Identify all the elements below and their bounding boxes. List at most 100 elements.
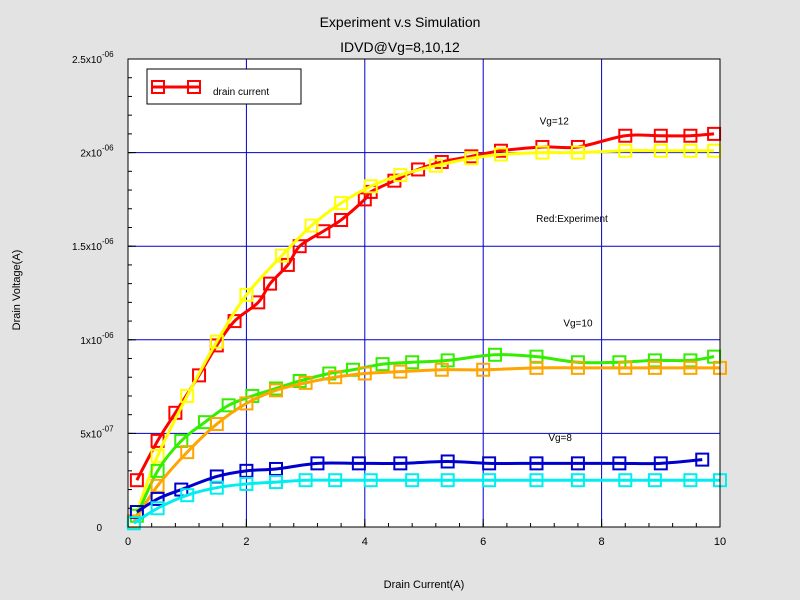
y-tick-exponent: -06 (102, 331, 114, 340)
data-point-marker (180, 388, 195, 403)
x-tick-label: 4 (362, 536, 368, 548)
data-point-marker (150, 501, 165, 516)
data-point-marker (351, 456, 366, 471)
data-point-marker (440, 473, 455, 488)
chart-annotation: Vg=8 (548, 433, 572, 444)
legend: drain current (146, 68, 302, 105)
data-point-marker (269, 475, 283, 490)
y-tick-exponent: -06 (102, 237, 114, 246)
data-point-marker (274, 248, 289, 263)
data-point-marker (695, 452, 710, 467)
y-tick-exponent: -06 (102, 144, 114, 153)
data-point-marker (482, 473, 497, 488)
y-tick-label: 1.5x10 (72, 242, 102, 253)
data-point-marker (393, 364, 408, 379)
data-point-marker (570, 360, 585, 375)
data-point-marker (269, 383, 283, 398)
data-point-marker (129, 473, 144, 488)
data-point-marker (298, 375, 313, 390)
data-point-marker (180, 445, 195, 460)
data-point-marker (209, 334, 224, 349)
data-point-marker (405, 473, 420, 488)
series-line (136, 458, 703, 514)
data-point-marker (440, 454, 455, 469)
data-point-marker (292, 239, 307, 254)
series-5 (129, 452, 710, 520)
data-point-marker (464, 151, 479, 166)
data-point-marker (612, 456, 627, 471)
data-point-marker (192, 368, 207, 383)
data-point-marker (434, 362, 449, 377)
data-point-marker (529, 360, 544, 375)
x-axis-label: Drain Current(A) (384, 579, 465, 591)
x-tick-label: 6 (480, 536, 486, 548)
y-tick-label: 5x10 (80, 429, 102, 440)
data-point-marker (363, 473, 378, 488)
data-point-marker (180, 488, 195, 503)
data-point-marker (357, 366, 372, 381)
axes-layer: 0 2 4 6 8 1005x10-071x10-061.5x10-062x10-062.… (72, 50, 726, 548)
data-point-marker (334, 212, 349, 227)
data-point-marker (488, 347, 503, 362)
data-point-marker (653, 143, 668, 158)
data-point-marker (239, 396, 254, 411)
y-axis-label: Drain Voltage(A) (11, 250, 23, 331)
data-point-marker (310, 456, 325, 471)
data-point-marker (221, 398, 236, 413)
series-layer (126, 126, 727, 531)
legend-label: drain current (213, 87, 269, 98)
data-point-marker (209, 417, 224, 432)
legend-marker (151, 80, 165, 94)
y-tick-label: 2x10 (80, 149, 102, 160)
data-point-marker (653, 128, 668, 143)
x-tick-label: 8 (599, 536, 605, 548)
data-point-marker (683, 473, 698, 488)
data-point-marker (239, 463, 254, 478)
legend-marker (187, 80, 201, 94)
data-point-marker (150, 463, 165, 478)
data-point-marker (239, 287, 254, 302)
data-point-marker (150, 478, 165, 493)
x-tick-label: 10 (714, 536, 726, 548)
x-tick-label: 0 (125, 536, 131, 548)
data-point-marker (405, 355, 420, 370)
data-point-marker (239, 476, 254, 491)
x-tick-label: 2 (243, 536, 249, 548)
data-point-marker (570, 456, 585, 471)
data-point-marker (150, 491, 165, 506)
y-tick-exponent: -07 (102, 424, 114, 433)
data-point-marker (269, 461, 283, 476)
data-point-marker (618, 473, 633, 488)
series-line (135, 149, 715, 513)
data-point-marker (529, 456, 544, 471)
data-point-marker (683, 360, 698, 375)
data-point-marker (647, 473, 662, 488)
series-4 (126, 360, 727, 529)
data-point-marker (653, 456, 668, 471)
data-point-marker (618, 143, 633, 158)
chart-annotation: Vg=12 (540, 117, 570, 128)
data-point-marker (150, 448, 165, 463)
series-6 (126, 473, 727, 531)
data-point-marker (328, 473, 343, 488)
series-line (132, 366, 720, 523)
data-point-marker (493, 147, 508, 162)
data-point-marker (328, 370, 343, 385)
data-point-marker (647, 360, 662, 375)
y-tick-label: 0 (96, 523, 102, 534)
annotations: Vg=12 Red:Experiment Vg=10 Vg=8 (536, 117, 608, 444)
data-point-marker (683, 143, 698, 158)
y-tick-label: 1x10 (80, 336, 102, 347)
data-point-marker (304, 218, 319, 233)
series-line (133, 478, 720, 525)
data-point-marker (570, 145, 585, 160)
data-point-marker (298, 473, 313, 488)
chart-subtitle: IDVD@Vg=8,10,12 (340, 39, 460, 55)
data-point-marker (535, 145, 550, 160)
data-point-marker (428, 158, 443, 173)
data-point-marker (251, 295, 266, 310)
grid-lines (128, 59, 720, 527)
chart-annotation: Red:Experiment (536, 214, 608, 225)
